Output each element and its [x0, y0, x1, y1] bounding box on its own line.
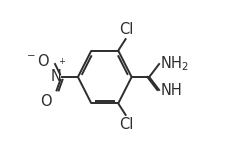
Text: NH$_2$: NH$_2$	[160, 54, 189, 73]
Text: $^+$: $^+$	[57, 58, 67, 71]
Text: $^-$O: $^-$O	[24, 53, 50, 69]
Text: Cl: Cl	[119, 117, 134, 132]
Text: O: O	[40, 94, 52, 109]
Text: Cl: Cl	[119, 22, 134, 37]
Text: N: N	[50, 69, 61, 84]
Text: NH: NH	[160, 83, 182, 98]
